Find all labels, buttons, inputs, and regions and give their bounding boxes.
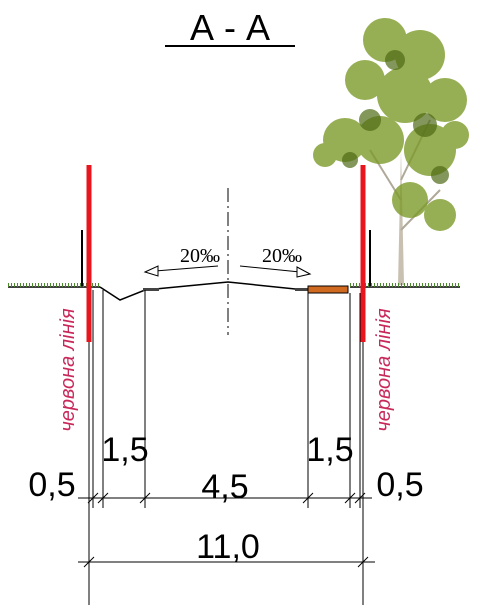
dimension-lines <box>78 492 375 568</box>
sidewalk <box>307 285 349 294</box>
dimension-label: 0,5 <box>28 466 75 504</box>
dimension-label: 1,5 <box>101 431 148 469</box>
curb <box>143 288 159 291</box>
slope-label: 20‰ <box>262 245 302 267</box>
slope-arrows <box>143 265 312 278</box>
dimension-label: 0,5 <box>376 466 423 504</box>
red-line-label: червона лінія <box>57 308 79 432</box>
curb <box>295 288 309 291</box>
title: А - А <box>190 7 270 48</box>
slope-label: 20‰ <box>180 245 220 267</box>
road-profile <box>99 281 306 301</box>
red-line-label: червона лінія <box>373 308 395 432</box>
dimension-label: 4,5 <box>201 468 248 506</box>
ground <box>8 283 460 288</box>
dimension-label: 1,5 <box>306 431 353 469</box>
total-dimension: 11,0 <box>196 528 260 566</box>
extension-lines <box>88 290 364 605</box>
tree <box>313 18 469 285</box>
